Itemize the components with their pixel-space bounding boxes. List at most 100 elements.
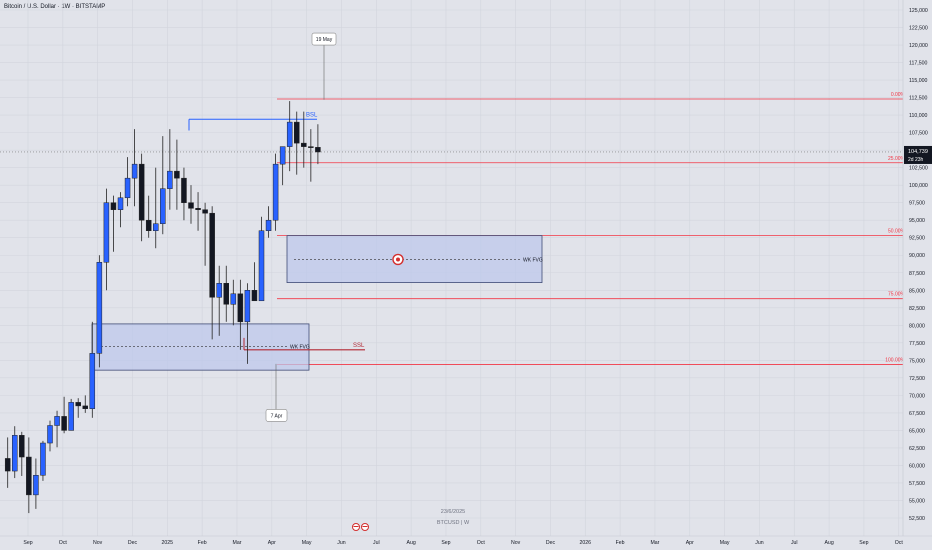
- footer-symbol: BTCUSD | W: [437, 520, 470, 526]
- time-tick: Sep: [441, 540, 450, 546]
- candle-body: [61, 416, 67, 431]
- time-tick: Nov: [511, 540, 521, 546]
- price-tick: 57,500: [909, 481, 925, 487]
- time-tick: Aug: [824, 540, 833, 546]
- price-tick: 82,500: [909, 306, 925, 312]
- candle-body: [202, 209, 208, 214]
- time-tick: Feb: [616, 540, 625, 546]
- candle-body: [258, 230, 265, 302]
- candle-body: [216, 283, 222, 298]
- target-icon-center: [396, 257, 400, 262]
- time-tick: Sep: [859, 540, 868, 546]
- candle-body: [124, 177, 131, 199]
- candle-body: [195, 208, 201, 210]
- time-tick: Sep: [23, 540, 32, 546]
- price-tick: 60,000: [909, 463, 925, 469]
- price-tick: 115,000: [909, 78, 927, 84]
- fvg-label-lower: WK FVG: [290, 344, 310, 350]
- flag-icon-stripe: [353, 526, 359, 527]
- time-tick: Apr: [686, 540, 694, 546]
- price-tick: 90,000: [909, 253, 925, 259]
- current-price-tag: [904, 145, 932, 164]
- price-tick: 62,500: [909, 446, 925, 452]
- candle-body: [131, 163, 138, 179]
- candle-body: [33, 475, 39, 496]
- candle-body: [89, 353, 96, 409]
- candle-body: [188, 202, 194, 209]
- callout-label-top: 19 May: [316, 37, 333, 43]
- time-tick: Feb: [198, 540, 207, 546]
- candle-body: [301, 142, 307, 147]
- candle-body: [223, 283, 229, 305]
- time-tick: Oct: [895, 540, 904, 546]
- candle-body: [117, 197, 124, 210]
- price-tick: 117,500: [909, 61, 927, 67]
- candle-body: [174, 170, 180, 179]
- fib-label: 75.00%: [888, 292, 906, 298]
- candle-body: [244, 290, 251, 323]
- candle-body: [167, 170, 173, 189]
- callout-box-top: [311, 32, 337, 46]
- price-tick: 120,000: [909, 43, 928, 49]
- fib-label: 0.00%: [891, 92, 906, 98]
- fib-label: 25.00%: [888, 156, 906, 162]
- ssl-label: SSL: [353, 343, 365, 349]
- price-tick: 112,500: [909, 96, 927, 102]
- candle-body: [230, 293, 237, 305]
- price-tick: 125,000: [909, 8, 928, 14]
- candle-body: [286, 121, 293, 147]
- countdown-label: 2d 23h: [908, 157, 924, 163]
- fvg-label-upper: WK FVG: [523, 257, 543, 263]
- price-tick: 52,500: [909, 516, 925, 522]
- time-tick: Oct: [477, 540, 486, 546]
- candle-body: [40, 442, 46, 476]
- candle-body: [315, 147, 321, 153]
- time-tick: May: [720, 540, 730, 546]
- price-tick: 65,000: [909, 428, 925, 434]
- time-tick: Jul: [373, 540, 380, 546]
- time-tick: Mar: [650, 540, 659, 546]
- candle-body: [75, 402, 81, 407]
- callout-label-bottom: 7 Apr: [271, 413, 283, 419]
- price-tick: 72,500: [909, 376, 925, 382]
- price-axis-bg: [903, 0, 932, 550]
- price-tick: 55,000: [909, 498, 925, 504]
- candle-body: [145, 219, 152, 231]
- candle-body: [251, 290, 258, 302]
- time-tick: 2026: [580, 540, 592, 546]
- price-tick: 102,500: [909, 166, 928, 172]
- candle-body: [308, 146, 314, 148]
- current-price-label: 104,739: [908, 149, 928, 155]
- candle-body: [19, 435, 25, 458]
- candle-body: [265, 219, 272, 231]
- time-tick: Jun: [337, 540, 345, 546]
- time-tick: Apr: [268, 540, 276, 546]
- fvg-zone-lower: [91, 323, 310, 371]
- footer-date: 23/6/2025: [441, 509, 465, 515]
- price-tick: 80,000: [909, 323, 925, 329]
- candle-body: [103, 202, 110, 263]
- fib-label: 100.00%: [885, 358, 905, 364]
- time-tick: Jul: [791, 540, 798, 546]
- candle-body: [294, 121, 300, 144]
- callout-box-bottom: [265, 409, 288, 422]
- time-tick: Dec: [128, 540, 138, 546]
- candle-body: [4, 458, 11, 472]
- price-tick: 87,500: [909, 271, 925, 277]
- candle-body: [110, 202, 117, 210]
- time-tick: Dec: [546, 540, 556, 546]
- candle-body: [47, 425, 53, 444]
- time-axis-bg: [0, 536, 932, 550]
- time-tick: Jun: [755, 540, 763, 546]
- price-tick: 107,500: [909, 131, 928, 137]
- time-tick: 2025: [162, 540, 174, 546]
- time-tick: Mar: [233, 540, 242, 546]
- price-tick: 75,000: [909, 358, 925, 364]
- candle-body: [12, 435, 18, 472]
- candle-body: [279, 146, 286, 165]
- fib-label: 50.00%: [888, 229, 906, 235]
- candle-body: [181, 177, 187, 203]
- price-tick: 70,000: [909, 393, 925, 399]
